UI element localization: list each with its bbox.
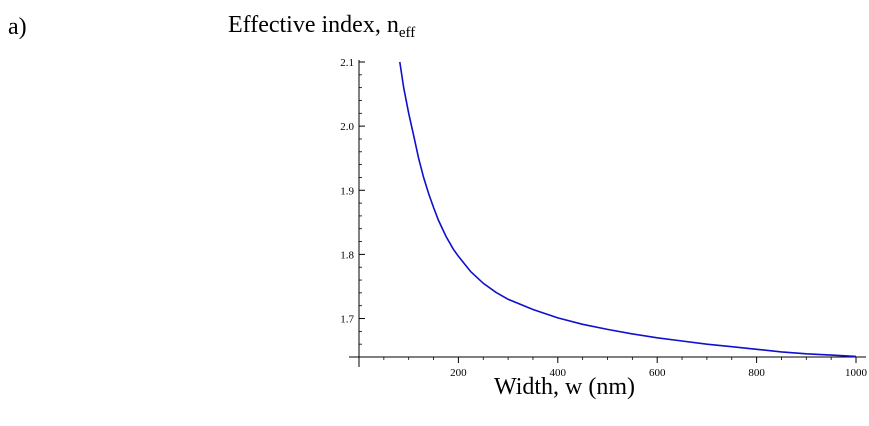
x-tick-label: 1000 bbox=[845, 367, 868, 379]
y-tick-label: 1.7 bbox=[340, 314, 354, 326]
y-tick-label: 2.0 bbox=[340, 121, 354, 133]
x-tick-label: 200 bbox=[450, 367, 467, 379]
x-axis-label: Width, w (nm) bbox=[494, 374, 635, 401]
x-tick-label: 600 bbox=[649, 367, 666, 379]
y-tick-label: 2.1 bbox=[340, 57, 354, 69]
series-line-0 bbox=[400, 62, 856, 356]
y-tick-label: 1.8 bbox=[340, 249, 354, 261]
y-tick-label: 1.9 bbox=[340, 185, 354, 197]
x-tick-label: 800 bbox=[748, 367, 765, 379]
